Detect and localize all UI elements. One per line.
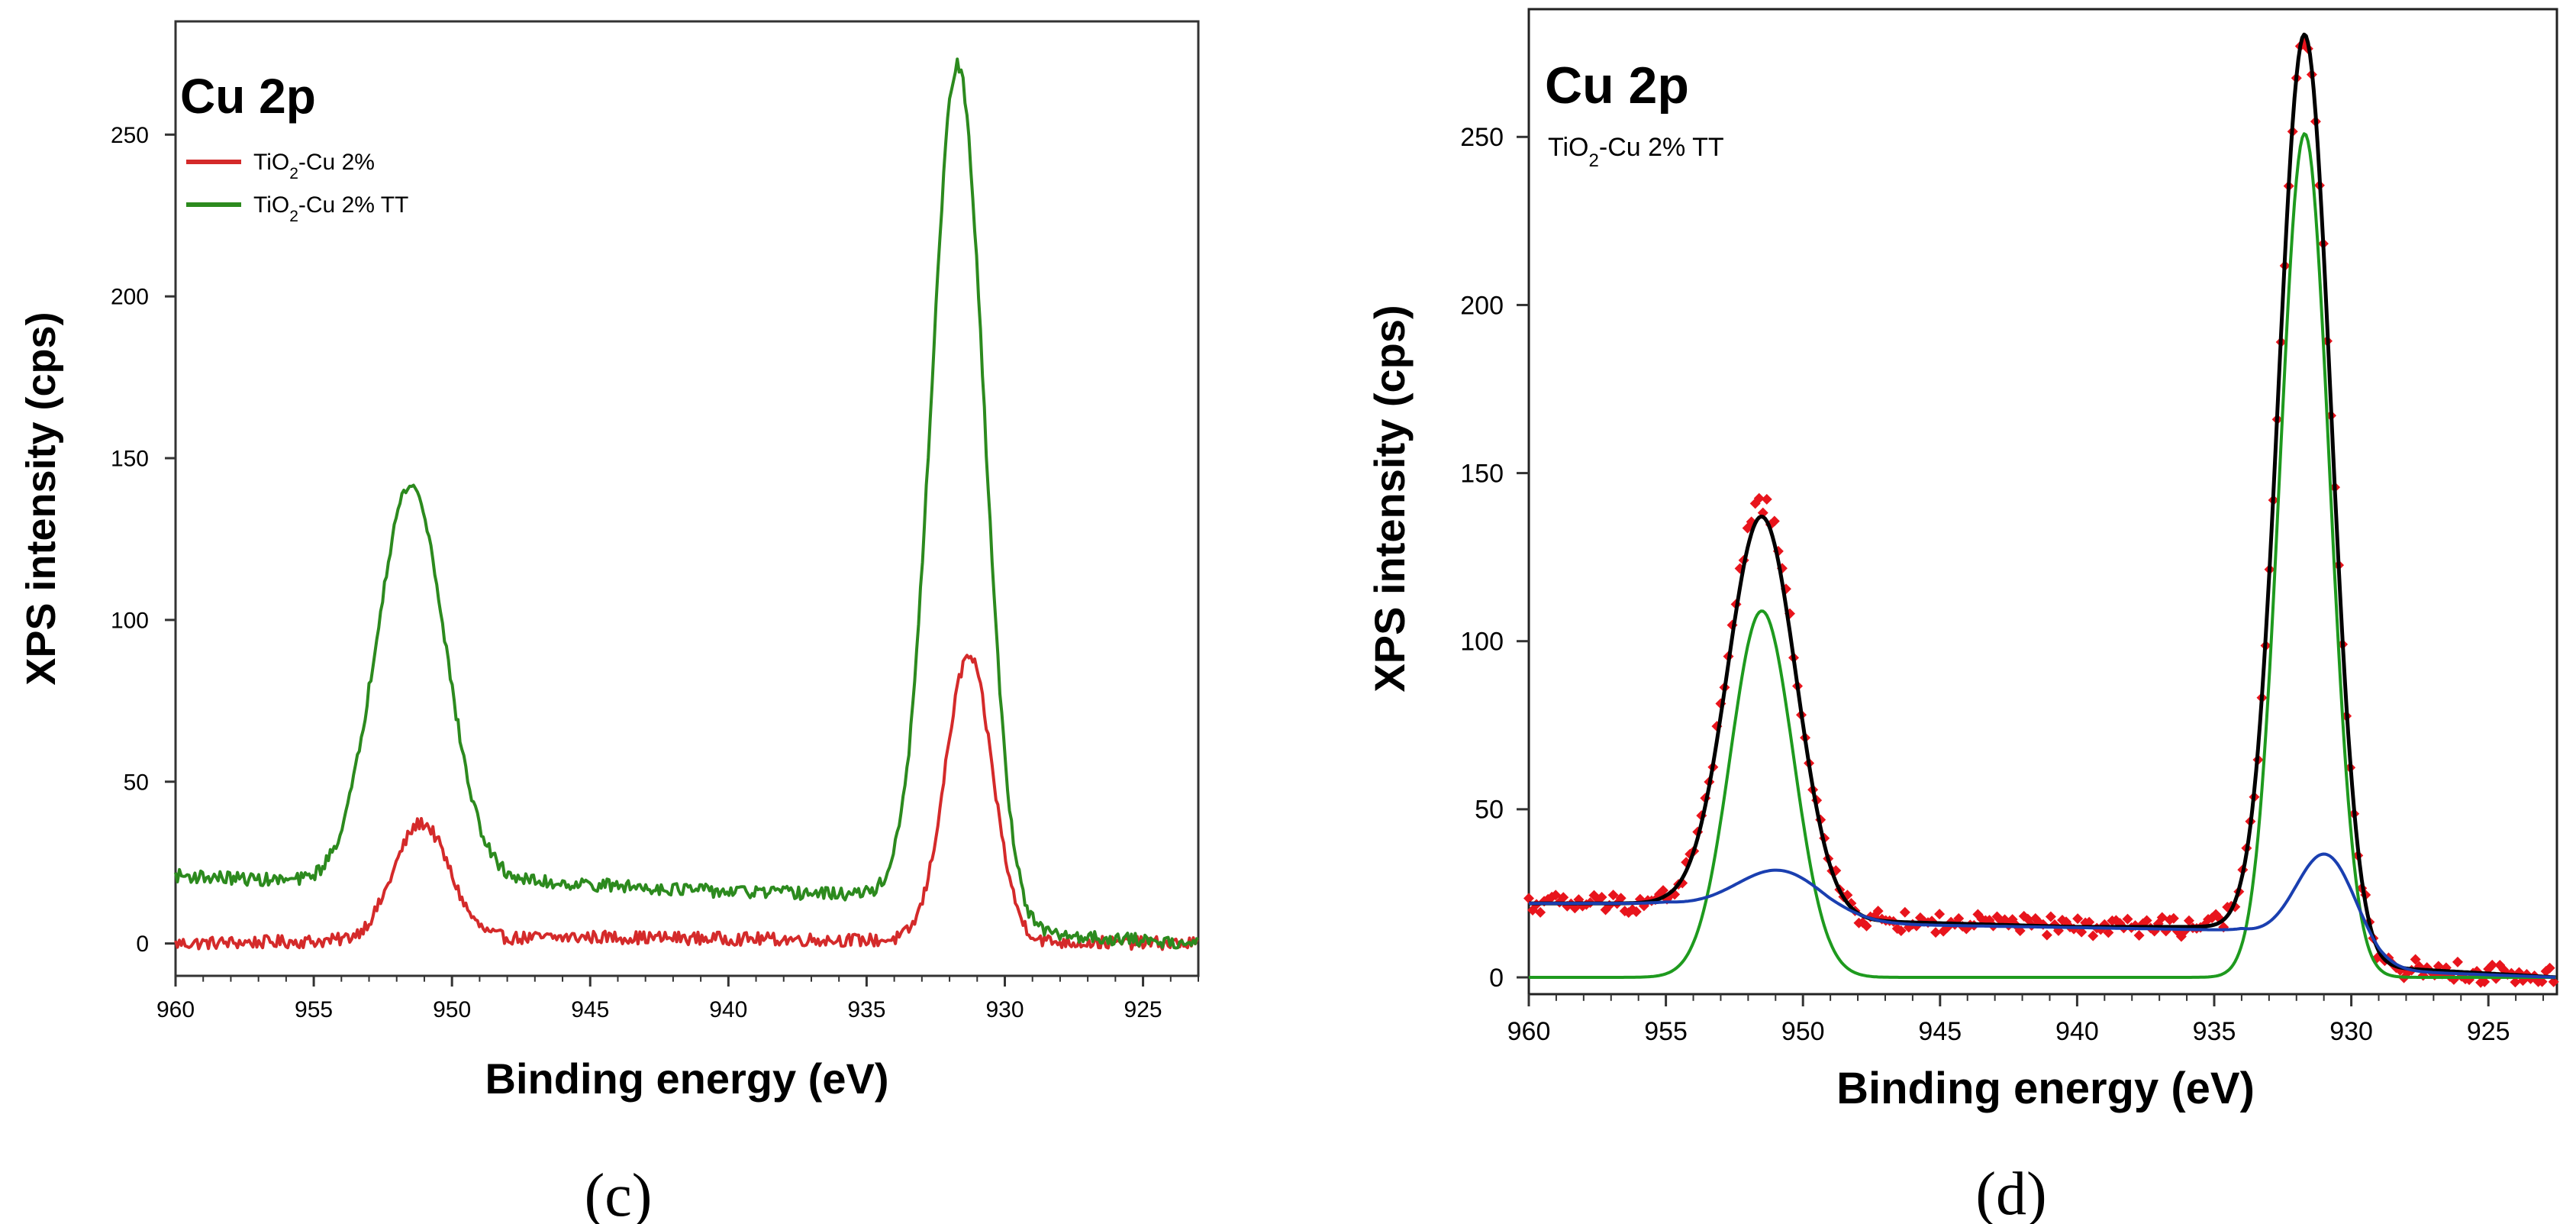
series-experimental-data bbox=[1523, 37, 2559, 988]
series-tio2-cu-2 bbox=[174, 654, 1199, 951]
data-marker bbox=[1872, 906, 1884, 917]
data-marker bbox=[1658, 885, 1669, 896]
data-marker bbox=[2452, 956, 2463, 967]
data-marker bbox=[1895, 925, 1907, 936]
data-marker bbox=[1768, 515, 1780, 527]
data-marker bbox=[2510, 977, 2521, 988]
data-marker bbox=[1953, 912, 1965, 924]
series-envelope-fit bbox=[1529, 32, 2556, 980]
x-axis-label: Binding energy (eV) bbox=[485, 1054, 889, 1103]
data-marker bbox=[1930, 927, 1942, 938]
x-tick-label-940: 940 bbox=[2055, 1017, 2099, 1046]
series-tio2-cu-2-tt bbox=[174, 57, 1199, 950]
data-marker bbox=[2487, 959, 2498, 970]
y-tick-label-100: 100 bbox=[111, 608, 149, 633]
data-marker bbox=[1934, 909, 1946, 920]
y-tick-label-250: 250 bbox=[111, 123, 149, 148]
series-main-cu-2p-component bbox=[1529, 132, 2556, 979]
x-tick-label-950: 950 bbox=[1781, 1017, 1825, 1046]
panel-caption-d: (d) bbox=[1975, 1161, 2046, 1224]
x-tick-label-960: 960 bbox=[156, 997, 195, 1022]
x-tick-label-945: 945 bbox=[1918, 1017, 1962, 1046]
data-marker bbox=[1899, 906, 1910, 918]
y-tick-label-200: 200 bbox=[111, 285, 149, 310]
y-tick-label-0: 0 bbox=[136, 932, 149, 957]
data-marker bbox=[2088, 930, 2099, 941]
x-tick-label-950: 950 bbox=[433, 997, 471, 1022]
x-axis-label: Binding energy (eV) bbox=[1836, 1064, 2255, 1113]
data-marker bbox=[2548, 976, 2559, 987]
y-tick-label-0: 0 bbox=[1489, 964, 1504, 993]
y-tick-label-50: 50 bbox=[124, 770, 149, 795]
x-tick-label-955: 955 bbox=[295, 997, 333, 1022]
data-marker bbox=[2122, 913, 2133, 925]
series-secondary-component bbox=[1529, 852, 2556, 979]
data-marker bbox=[1615, 893, 1627, 904]
x-tick-label-930: 930 bbox=[2329, 1017, 2373, 1046]
y-tick-label-250: 250 bbox=[1460, 123, 1504, 152]
y-axis-ticks: 0 50 100 150 200 250 bbox=[111, 123, 176, 957]
chart-panel-c: Cu 2p TiO2-Cu 2% TiO2-Cu 2% TT 0 50 100 150… bbox=[18, 20, 1200, 1224]
y-tick-label-100: 100 bbox=[1460, 628, 1504, 657]
x-tick-label-930: 930 bbox=[985, 997, 1024, 1022]
data-marker bbox=[2041, 929, 2052, 941]
plot-frame bbox=[174, 20, 1200, 977]
data-marker bbox=[2183, 915, 2194, 926]
data-marker bbox=[2479, 976, 2491, 987]
x-tick-label-945: 945 bbox=[571, 997, 609, 1022]
y-tick-label-150: 150 bbox=[1460, 459, 1504, 488]
x-tick-label-935: 935 bbox=[2193, 1017, 2236, 1046]
y-tick-label-50: 50 bbox=[1475, 796, 1504, 825]
data-marker bbox=[2156, 912, 2168, 923]
x-tick-label-940: 940 bbox=[709, 997, 747, 1022]
y-axis-label: XPS intensity (cps) bbox=[1365, 305, 1414, 692]
x-tick-label-925: 925 bbox=[1124, 997, 1162, 1022]
chart-title: Cu 2p bbox=[180, 69, 316, 124]
data-marker bbox=[2076, 926, 2088, 938]
y-tick-label-150: 150 bbox=[111, 447, 149, 472]
y-axis-label: XPS intensity (cps) bbox=[18, 312, 64, 685]
legend-label-tio2-cu-2-tt: TiO2-Cu 2% TT bbox=[253, 192, 408, 225]
data-marker bbox=[1861, 920, 1872, 932]
data-marker bbox=[2133, 929, 2145, 941]
data-marker bbox=[1569, 903, 1581, 914]
data-marker bbox=[1630, 906, 1642, 918]
x-tick-label-935: 935 bbox=[847, 997, 885, 1022]
x-tick-label-925: 925 bbox=[2467, 1017, 2510, 1046]
series-layer bbox=[174, 57, 1199, 951]
data-marker bbox=[1558, 892, 1569, 903]
series-layer bbox=[1523, 32, 2559, 988]
chart-subtitle: TiO2-Cu 2% TT bbox=[1548, 133, 1724, 171]
y-axis-ticks: 0 50 100 150 200 250 bbox=[1460, 123, 1529, 993]
panel-caption-c: (c) bbox=[585, 1162, 653, 1224]
data-marker bbox=[2072, 913, 2084, 925]
x-axis-ticks: 960 955 950 945 940 935 930 925 bbox=[1507, 994, 2545, 1046]
chart-title: Cu 2p bbox=[1545, 57, 1689, 115]
data-marker bbox=[2141, 915, 2152, 926]
data-marker bbox=[2410, 954, 2421, 965]
data-marker bbox=[2544, 962, 2555, 974]
legend: TiO2-Cu 2% TiO2-Cu 2% TT bbox=[186, 150, 408, 225]
legend-label-tio2-cu-2: TiO2-Cu 2% bbox=[253, 150, 375, 182]
data-marker bbox=[1550, 890, 1562, 901]
y-tick-label-200: 200 bbox=[1460, 291, 1504, 320]
data-marker bbox=[2103, 927, 2114, 938]
x-axis-ticks: 960 955 950 945 940 935 930 925 bbox=[156, 976, 1199, 1022]
data-marker bbox=[1596, 891, 1607, 903]
data-marker bbox=[1607, 890, 1619, 901]
data-marker bbox=[1523, 893, 1534, 904]
plot-frame bbox=[1527, 8, 2558, 996]
data-marker bbox=[2084, 916, 2095, 928]
data-marker bbox=[2168, 912, 2179, 924]
data-marker bbox=[2045, 911, 2056, 922]
x-tick-label-960: 960 bbox=[1507, 1017, 1551, 1046]
data-marker bbox=[2536, 976, 2548, 987]
data-marker bbox=[1761, 493, 1772, 505]
data-marker bbox=[1535, 906, 1546, 918]
x-tick-label-955: 955 bbox=[1644, 1017, 1688, 1046]
data-marker bbox=[1753, 493, 1765, 504]
